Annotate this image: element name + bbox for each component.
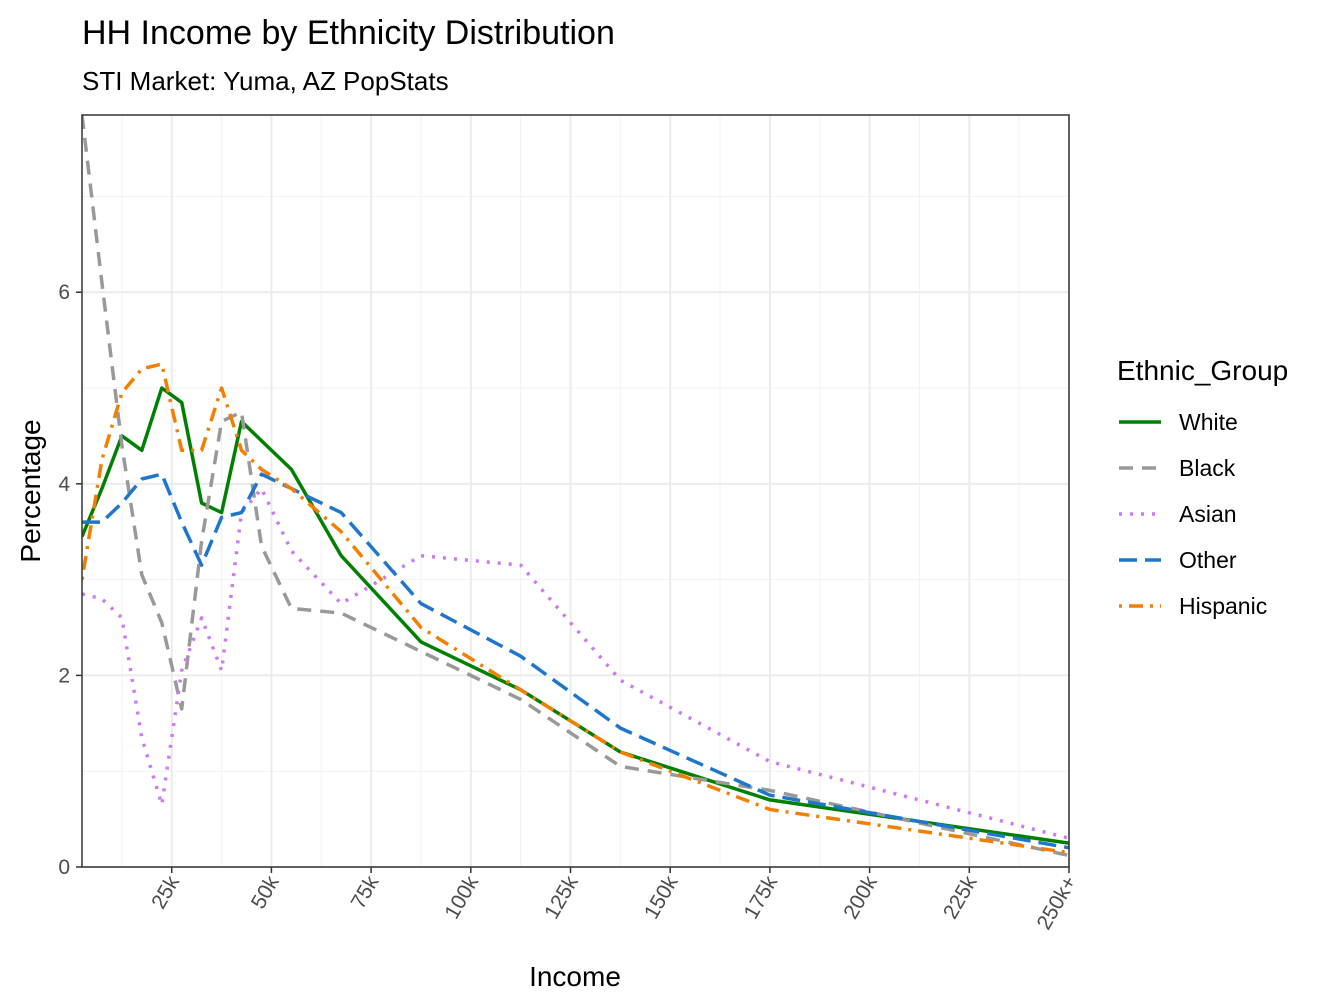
legend-label-other: Other bbox=[1179, 547, 1237, 573]
plot-panel bbox=[82, 115, 1069, 867]
chart-subtitle: STI Market: Yuma, AZ PopStats bbox=[82, 66, 449, 96]
x-tick-label: 75k bbox=[347, 872, 384, 913]
y-tick-label: 6 bbox=[58, 281, 70, 304]
x-tick-label: 125k bbox=[540, 872, 583, 923]
y-tick-label: 4 bbox=[58, 473, 70, 496]
x-tick-label: 25k bbox=[147, 872, 184, 913]
legend: Ethnic_Group White Black Asian Other Hispani… bbox=[1117, 355, 1288, 619]
legend-label-white: White bbox=[1179, 409, 1238, 435]
series-line-hispanic bbox=[82, 362, 1069, 855]
y-axis: 0 2 4 6 bbox=[58, 281, 82, 879]
minor-gridlines bbox=[82, 115, 1069, 867]
legend-label-hispanic: Hispanic bbox=[1179, 593, 1267, 619]
x-axis-title: Income bbox=[529, 961, 621, 992]
legend-title: Ethnic_Group bbox=[1117, 355, 1288, 386]
y-axis-title: Percentage bbox=[15, 419, 46, 562]
x-axis: 25k 50k 75k 100k 125k 150k 175k 200k 225k 250k+ bbox=[147, 867, 1081, 934]
x-tick-label: 100k bbox=[440, 872, 483, 923]
plot-border bbox=[81, 114, 1070, 868]
y-tick-label: 2 bbox=[58, 664, 70, 687]
x-tick-label: 150k bbox=[640, 872, 683, 923]
series-line-black bbox=[82, 115, 1069, 858]
chart-title: HH Income by Ethnicity Distribution bbox=[82, 14, 615, 52]
y-tick-label: 0 bbox=[58, 856, 70, 879]
series-lines bbox=[82, 115, 1069, 858]
legend-label-black: Black bbox=[1179, 455, 1236, 481]
x-tick-label: 250k+ bbox=[1033, 872, 1082, 934]
legend-label-asian: Asian bbox=[1179, 501, 1237, 527]
x-tick-label: 225k bbox=[939, 872, 982, 923]
series-line-other bbox=[82, 472, 1069, 850]
x-tick-label: 50k bbox=[247, 872, 284, 913]
x-tick-label: 200k bbox=[839, 872, 882, 923]
x-tick-label: 175k bbox=[740, 872, 783, 923]
